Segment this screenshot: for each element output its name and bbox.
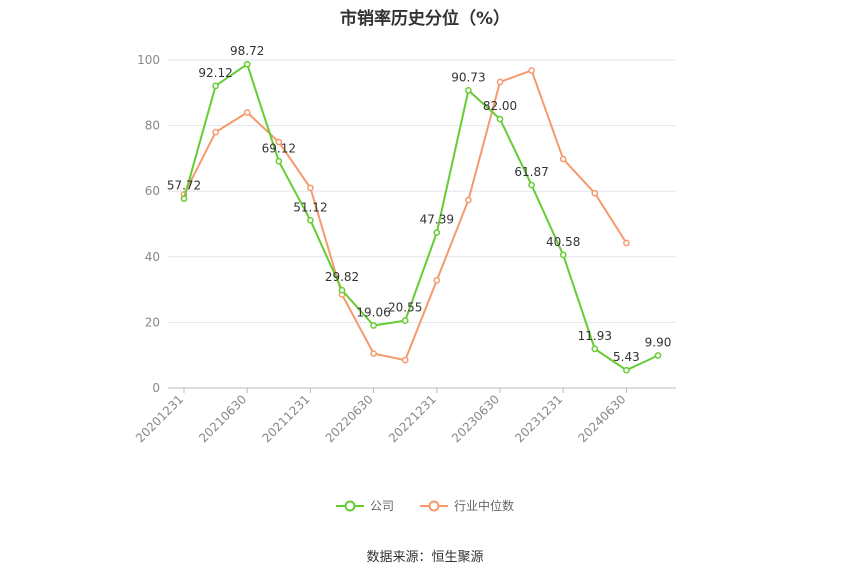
data-label: 82.00 xyxy=(483,99,517,113)
industry-data-point xyxy=(307,184,314,192)
data-label: 40.58 xyxy=(546,235,580,249)
company-data-point xyxy=(591,345,599,353)
company-data-point xyxy=(370,322,377,329)
x-tick-label: 20220630 xyxy=(323,392,376,445)
data-label: 11.93 xyxy=(578,329,612,343)
legend-industry-swatch xyxy=(420,500,448,511)
data-label: 92.12 xyxy=(198,66,232,80)
industry-data-point xyxy=(559,155,567,163)
data-source: 数据来源：恒生聚源 xyxy=(366,550,484,565)
company-data-point xyxy=(338,286,346,294)
x-tick-label: 20231231 xyxy=(512,392,565,445)
company-data-point xyxy=(275,157,283,165)
company-data-point xyxy=(496,115,504,123)
data-label: 19.06 xyxy=(356,305,390,319)
y-tick-label: 60 xyxy=(145,184,160,198)
x-tick-label: 20240630 xyxy=(575,392,628,445)
x-tick-label: 20230630 xyxy=(449,392,502,445)
company-data-point xyxy=(401,317,409,324)
y-tick-label: 40 xyxy=(145,250,160,264)
data-label: 47.39 xyxy=(420,213,454,227)
company-data-point xyxy=(465,87,472,94)
industry-series-line xyxy=(183,69,628,362)
x-tick-label: 20201231 xyxy=(133,392,186,445)
data-label: 61.87 xyxy=(514,165,548,179)
data-label: 5.43 xyxy=(613,350,640,364)
company-data-point xyxy=(180,195,188,203)
y-tick-label: 0 xyxy=(152,381,160,395)
company-data-point xyxy=(654,352,662,359)
industry-data-point xyxy=(465,196,472,204)
data-label: 9.90 xyxy=(645,336,672,350)
industry-data-point xyxy=(243,109,251,116)
industry-data-point xyxy=(496,78,504,86)
legend-company-swatch xyxy=(335,500,364,511)
data-label: 51.12 xyxy=(293,200,327,214)
chart-title: 市销率历史分位（%） xyxy=(339,9,511,29)
company-data-point xyxy=(559,251,567,259)
data-label: 29.82 xyxy=(325,270,359,284)
data-label: 57.72 xyxy=(167,179,201,193)
data-label: 90.73 xyxy=(451,70,485,84)
y-tick-label: 100 xyxy=(137,53,160,67)
industry-data-point xyxy=(623,239,630,247)
industry-data-point xyxy=(433,277,441,284)
x-tick-label: 20221231 xyxy=(386,392,439,445)
company-series-line xyxy=(183,63,659,372)
x-tick-label: 20210630 xyxy=(196,392,249,445)
company-data-point xyxy=(212,82,219,90)
data-label: 20.55 xyxy=(388,301,422,315)
data-label: 69.12 xyxy=(262,141,296,155)
legend-industry-label: 行业中位数 xyxy=(454,499,515,513)
company-data-point xyxy=(623,366,630,374)
industry-data-point xyxy=(212,128,219,136)
chart-legend: 公司 行业中位数 xyxy=(0,497,850,514)
company-data-point xyxy=(433,229,441,236)
industry-data-point xyxy=(275,138,283,146)
y-tick-label: 20 xyxy=(145,315,160,329)
legend-company-label: 公司 xyxy=(369,499,394,513)
data-label: 98.72 xyxy=(230,44,264,58)
industry-data-point xyxy=(591,189,599,197)
industry-data-point xyxy=(528,67,535,74)
x-tick-label: 20211231 xyxy=(259,392,312,445)
legend-item-company[interactable]: 公司 xyxy=(335,497,394,514)
legend-item-industry[interactable]: 行业中位数 xyxy=(420,497,514,514)
industry-data-point xyxy=(370,350,377,357)
company-data-point xyxy=(243,60,251,68)
company-data-point xyxy=(307,216,314,224)
industry-data-point xyxy=(401,356,409,364)
company-data-point xyxy=(528,181,535,189)
y-tick-label: 80 xyxy=(145,119,160,133)
